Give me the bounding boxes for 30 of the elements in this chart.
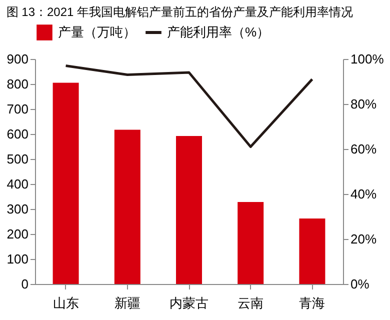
- y-tick-label: 400: [6, 176, 28, 192]
- x-tick-label: 云南: [238, 296, 264, 310]
- x-tick-label: 青海: [299, 296, 326, 310]
- bar: [114, 130, 140, 284]
- x-tick-label: 内蒙古: [170, 296, 208, 310]
- y-tick-label: 100: [6, 252, 28, 266]
- y2-tick-label: 60%: [350, 142, 377, 156]
- bar: [176, 136, 202, 284]
- chart-title: 图 13：2021 年我国电解铝产量前五的省份产量及产能利用率情况: [6, 5, 354, 19]
- line-series: [64, 64, 314, 148]
- y-tick-label: 800: [6, 76, 28, 92]
- y2-tick-label: 20%: [350, 232, 377, 246]
- legend-label: 产能利用率（%）: [167, 24, 270, 40]
- y2-tick-label: 80%: [350, 96, 377, 112]
- y-tick-label: 0: [21, 276, 28, 292]
- bar: [299, 218, 326, 284]
- x-tick-label: 新疆: [114, 296, 140, 310]
- bar: [238, 202, 264, 284]
- y-tick-label: 200: [6, 226, 28, 242]
- y-tick-label: 500: [6, 152, 28, 166]
- y-tick-label: 300: [6, 202, 28, 216]
- y2-tick-label: 40%: [350, 186, 377, 202]
- legend-label: 产量（万吨）: [58, 24, 136, 40]
- x-tick-label: 山东: [52, 296, 79, 310]
- y-tick-label: 600: [6, 126, 28, 142]
- y-tick-label: 700: [6, 102, 28, 116]
- y2-tick-label: 0%: [350, 276, 370, 292]
- bar: [52, 82, 79, 284]
- y-tick-label: 900: [6, 52, 28, 66]
- y2-tick-label: 100%: [350, 52, 384, 66]
